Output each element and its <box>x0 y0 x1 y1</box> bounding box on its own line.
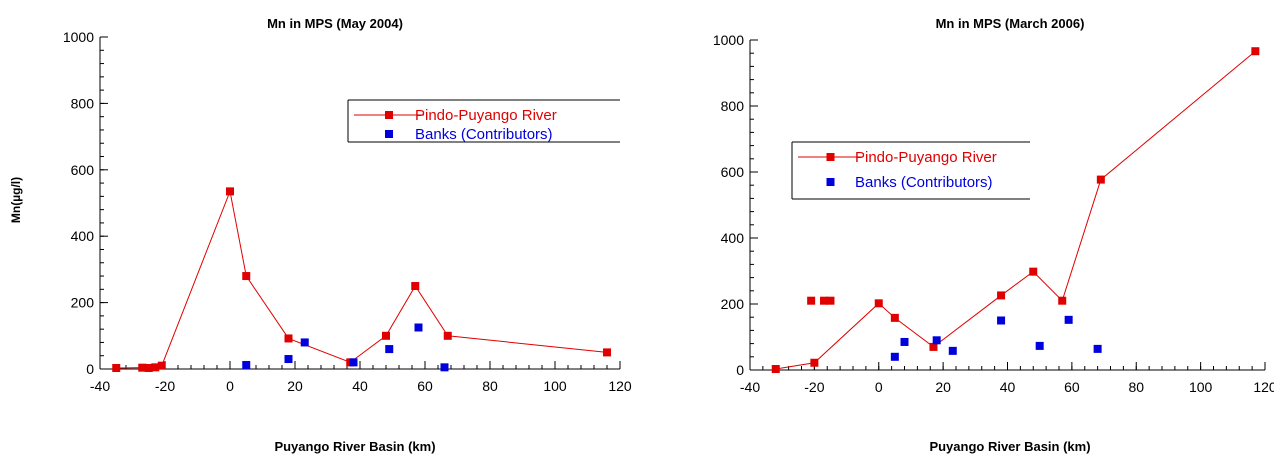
legend-marker <box>385 130 393 138</box>
y-tick-label: 1000 <box>63 29 94 45</box>
x-tick-label: 60 <box>417 378 433 394</box>
chart-title: Mn in MPS (March 2006) <box>936 16 1085 31</box>
data-point <box>1093 344 1102 353</box>
y-tick-label: 600 <box>71 162 95 178</box>
data-point <box>807 296 816 305</box>
data-point <box>242 361 251 370</box>
data-point <box>874 299 883 308</box>
data-point <box>157 361 166 370</box>
y-tick-label: 200 <box>721 296 745 312</box>
data-point <box>1029 267 1038 276</box>
data-point <box>771 365 780 374</box>
x-tick-label: -40 <box>740 379 760 395</box>
data-point <box>932 336 941 345</box>
x-axis-label: Puyango River Basin (km) <box>929 439 1090 454</box>
x-tick-label: 0 <box>875 379 883 395</box>
y-tick-label: 200 <box>71 295 95 311</box>
data-point <box>1096 175 1105 184</box>
legend-label: Pindo-Puyango River <box>855 149 997 166</box>
x-tick-label: 0 <box>226 378 234 394</box>
y-tick-label: 400 <box>71 228 95 244</box>
data-point <box>411 282 420 290</box>
x-tick-label: -20 <box>804 379 824 395</box>
data-point <box>382 331 390 340</box>
y-tick-label: 1000 <box>713 32 744 48</box>
legend-label: Banks (Contributors) <box>855 174 993 191</box>
data-point <box>997 316 1006 325</box>
series-line <box>775 50 1256 370</box>
data-point <box>242 272 251 281</box>
legend: Pindo-Puyango River Banks (Contributors) <box>347 99 620 143</box>
legend: Pindo-Puyango River Banks (Contributors) <box>791 141 1030 200</box>
chart-title: Mn in MPS (May 2004) <box>267 16 403 31</box>
data-point <box>1064 315 1073 324</box>
data-point <box>1035 341 1044 350</box>
axes: -40 -20 0 20 40 60 80 100 120 0 200 400 600 800 1000 <box>63 29 632 394</box>
series-line <box>116 189 608 369</box>
data-point <box>112 364 121 373</box>
x-tick-label: 80 <box>482 378 498 394</box>
x-tick-label: 20 <box>935 379 951 395</box>
x-tick-label: 40 <box>352 378 368 394</box>
data-point <box>603 348 611 357</box>
data-point <box>1251 47 1260 56</box>
axes: -40 -20 0 20 40 60 80 100 120 0 200 400 600 800 1000 <box>713 32 1274 395</box>
x-tick-label: 60 <box>1064 379 1080 395</box>
data-point <box>820 296 829 305</box>
y-tick-label: 0 <box>736 362 744 378</box>
plot-area <box>771 47 1260 374</box>
data-point <box>284 355 293 364</box>
legend-marker <box>826 178 835 186</box>
legend-marker <box>385 111 393 119</box>
y-tick-label: 0 <box>86 361 94 377</box>
x-tick-label: 80 <box>1128 379 1144 395</box>
y-tick-label: 400 <box>721 230 745 246</box>
chart-mn-may-2004: Mn in MPS (May 2004) Puyango River Basin… <box>9 16 632 454</box>
x-tick-label: 100 <box>543 378 567 394</box>
data-point <box>948 346 957 355</box>
x-tick-label: 120 <box>1253 379 1274 395</box>
y-axis-label: Mn(µg/l) <box>9 177 23 223</box>
data-point <box>349 358 358 367</box>
data-point <box>900 337 909 346</box>
y-tick-label: 800 <box>71 95 95 111</box>
legend-label: Banks (Contributors) <box>415 126 553 143</box>
data-point <box>151 363 160 372</box>
y-tick-label: 800 <box>721 98 745 114</box>
x-tick-label: 20 <box>287 378 303 394</box>
data-point <box>300 338 309 347</box>
x-tick-label: 100 <box>1189 379 1213 395</box>
data-point <box>826 296 835 305</box>
y-tick-label: 600 <box>721 164 745 180</box>
plot-area <box>112 187 611 373</box>
data-point <box>890 352 899 361</box>
legend-marker <box>826 153 835 161</box>
data-point <box>1058 296 1067 305</box>
data-point <box>385 345 394 354</box>
data-point <box>810 358 819 367</box>
chart-mn-march-2006: Mn in MPS (March 2006) Puyango River Bas… <box>713 16 1274 454</box>
data-point <box>997 291 1006 300</box>
data-point <box>138 363 147 372</box>
x-tick-label: 40 <box>1000 379 1016 395</box>
data-point <box>284 334 293 343</box>
x-tick-label: 120 <box>608 378 632 394</box>
data-point <box>414 323 423 332</box>
legend-label: Pindo-Puyango River <box>415 107 557 124</box>
x-tick-label: -20 <box>155 378 175 394</box>
data-point <box>443 331 452 340</box>
data-point <box>226 187 234 196</box>
x-tick-label: -40 <box>90 378 110 394</box>
x-axis-label: Puyango River Basin (km) <box>274 439 435 454</box>
data-point <box>144 364 153 373</box>
data-point <box>929 342 938 351</box>
data-point <box>440 363 449 372</box>
data-point <box>890 313 899 322</box>
